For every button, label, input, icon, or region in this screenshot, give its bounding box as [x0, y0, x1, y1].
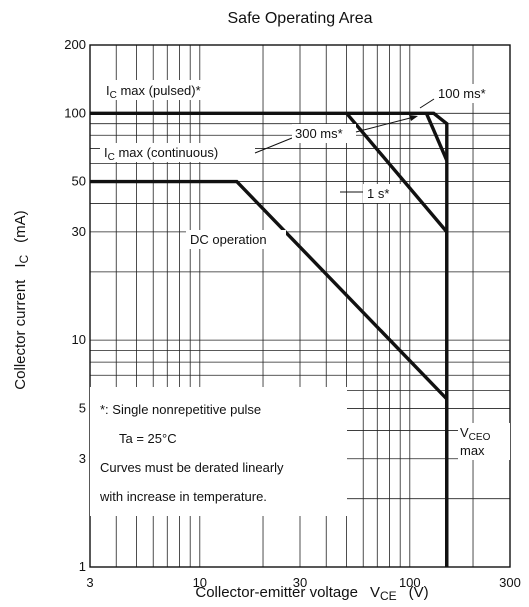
label-ic-continuous: IC max (continuous): [104, 145, 218, 163]
y-tick-labels: 1 3 5 10 30 50 100 200: [64, 37, 86, 574]
y-tick-label: 50: [72, 174, 86, 189]
x-tick-label: 100: [399, 575, 421, 590]
label-ic-pulsed: IC max (pulsed)*: [106, 83, 201, 101]
y-axis-label: Collector currentIC(mA): [12, 210, 31, 389]
label-vceo-max: max: [460, 443, 485, 458]
curve-ms100: [90, 111, 449, 567]
y-tick-label: 3: [79, 451, 86, 466]
label-dc-operation: DC operation: [190, 232, 267, 247]
leader-300ms: [355, 116, 415, 133]
y-tick-label: 30: [72, 224, 86, 239]
leader-100ms: [419, 98, 435, 109]
y-tick-label: 200: [64, 37, 86, 52]
note-line-1: *: Single nonrepetitive pulse: [100, 402, 261, 417]
label-vceo: VCEO: [460, 425, 491, 443]
label-300ms: 300 ms*: [295, 126, 343, 141]
leader-continuous: [254, 137, 293, 154]
plot-frame: [89, 44, 511, 568]
note-box: [90, 387, 347, 516]
y-tick-label: 100: [64, 105, 86, 120]
label-100ms: 100 ms*: [438, 86, 486, 101]
label-1s: 1 s*: [367, 186, 389, 201]
axes-frame: [89, 44, 511, 568]
note-line-2: Ta = 25°C: [119, 431, 177, 446]
chart-title: Safe Operating Area: [228, 10, 373, 27]
note-line-4: with increase in temperature.: [99, 489, 267, 504]
x-tick-label: 10: [193, 575, 207, 590]
y-tick-label: 10: [72, 332, 86, 347]
x-tick-label: 3: [86, 575, 93, 590]
x-tick-label: 300: [499, 575, 521, 590]
y-tick-label: 5: [79, 400, 86, 415]
curve-ms300: [424, 112, 449, 162]
x-axis-label: Collector-emitter voltage VCE (V): [195, 584, 428, 603]
curves: [90, 111, 449, 567]
x-tick-label: 30: [293, 575, 307, 590]
x-tick-labels: 3 10 30 100 300: [86, 575, 520, 590]
y-tick-label: 1: [79, 559, 86, 574]
arrow-300ms: [409, 115, 418, 121]
note-line-3: Curves must be derated linearly: [100, 460, 284, 475]
